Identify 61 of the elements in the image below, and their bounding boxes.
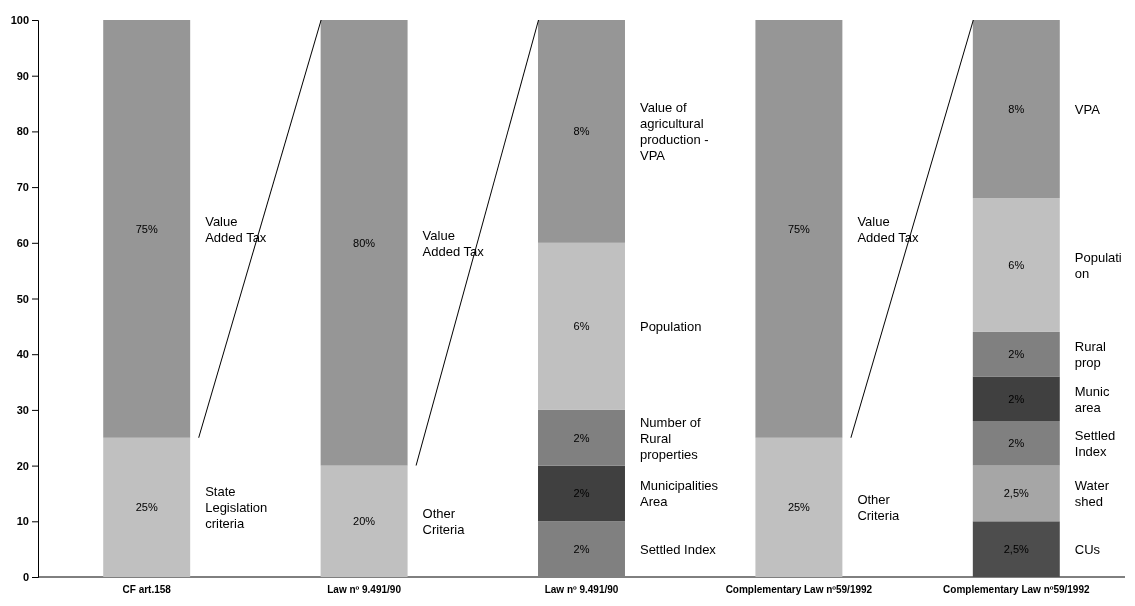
annotation: 2% [573,431,590,444]
annotation: 2% [1008,348,1025,361]
y-tick-label: 90 [16,69,29,82]
annotation: Municipalities Area [639,478,719,510]
annotation: Settled Index [1074,428,1116,460]
annotation: Value Added Tax [857,213,920,245]
annotation: 6% [1008,258,1025,271]
annotation: Number of Rural properties [639,414,702,462]
y-tick-label: 80 [16,125,29,138]
y-tick-label: 40 [16,348,29,361]
annotation: 2% [1008,392,1025,405]
annotation: 2% [573,487,590,500]
annotation: 8% [573,125,590,138]
annotation: 2% [573,543,590,555]
annotation: Other Criteria [857,492,901,524]
annotation: VPA [1074,102,1101,118]
y-tick-label: 70 [16,181,29,194]
annotation: 8% [1008,102,1025,115]
annotation: Population [639,319,702,335]
annotation: State Legislation criteria [205,484,268,532]
annotation: Munic area [1074,383,1110,415]
x-tick-label: Law nº 9.491/90 [327,584,402,595]
annotation: 2,5% [1003,487,1030,500]
bar [972,376,1060,422]
bar [755,20,843,438]
y-tick-label: 20 [16,459,29,472]
annotation: 2,5% [1003,543,1030,555]
y-tick-label: 50 [16,292,29,305]
annotation: 2% [1008,437,1025,450]
bar [972,421,1060,466]
y-tick-label: 60 [16,236,29,249]
annotation: Other Criteria [422,506,466,538]
annotation: 6% [573,320,590,333]
bar [972,465,1060,522]
data-label: 75% [135,222,158,235]
x-tick-label: Law nº 9.491/90 [544,584,619,595]
bar [320,465,408,577]
x-tick-label: CF art.158 [122,584,172,595]
data-label: 20% [353,515,376,528]
annotation: Populati on [1074,250,1122,282]
bar [103,20,191,438]
data-label: 25% [135,501,158,514]
bar [538,409,625,466]
data-label: 25% [787,501,811,514]
annotation: Settled Index [639,542,717,558]
bar [755,437,843,577]
annotation: CUs [1074,542,1101,558]
annotation: Value of agricultural production - VPA [639,100,709,164]
data-label: 75% [787,222,811,235]
annotation: Water shed [1074,478,1110,510]
bar [972,198,1060,332]
y-tick-label: 0 [22,571,29,584]
y-tick-label: 100 [10,14,29,27]
data-label: 80% [353,236,376,249]
bar [972,521,1060,577]
x-tick-label: Complementary Law nº59/1992 [725,584,873,595]
annotation: Rural prop [1074,339,1106,371]
y-tick-label: 10 [16,515,29,528]
y-tick-label: 30 [16,403,29,416]
x-tick-label: Complementary Law nº59/1992 [943,584,1090,595]
bar [103,437,191,577]
